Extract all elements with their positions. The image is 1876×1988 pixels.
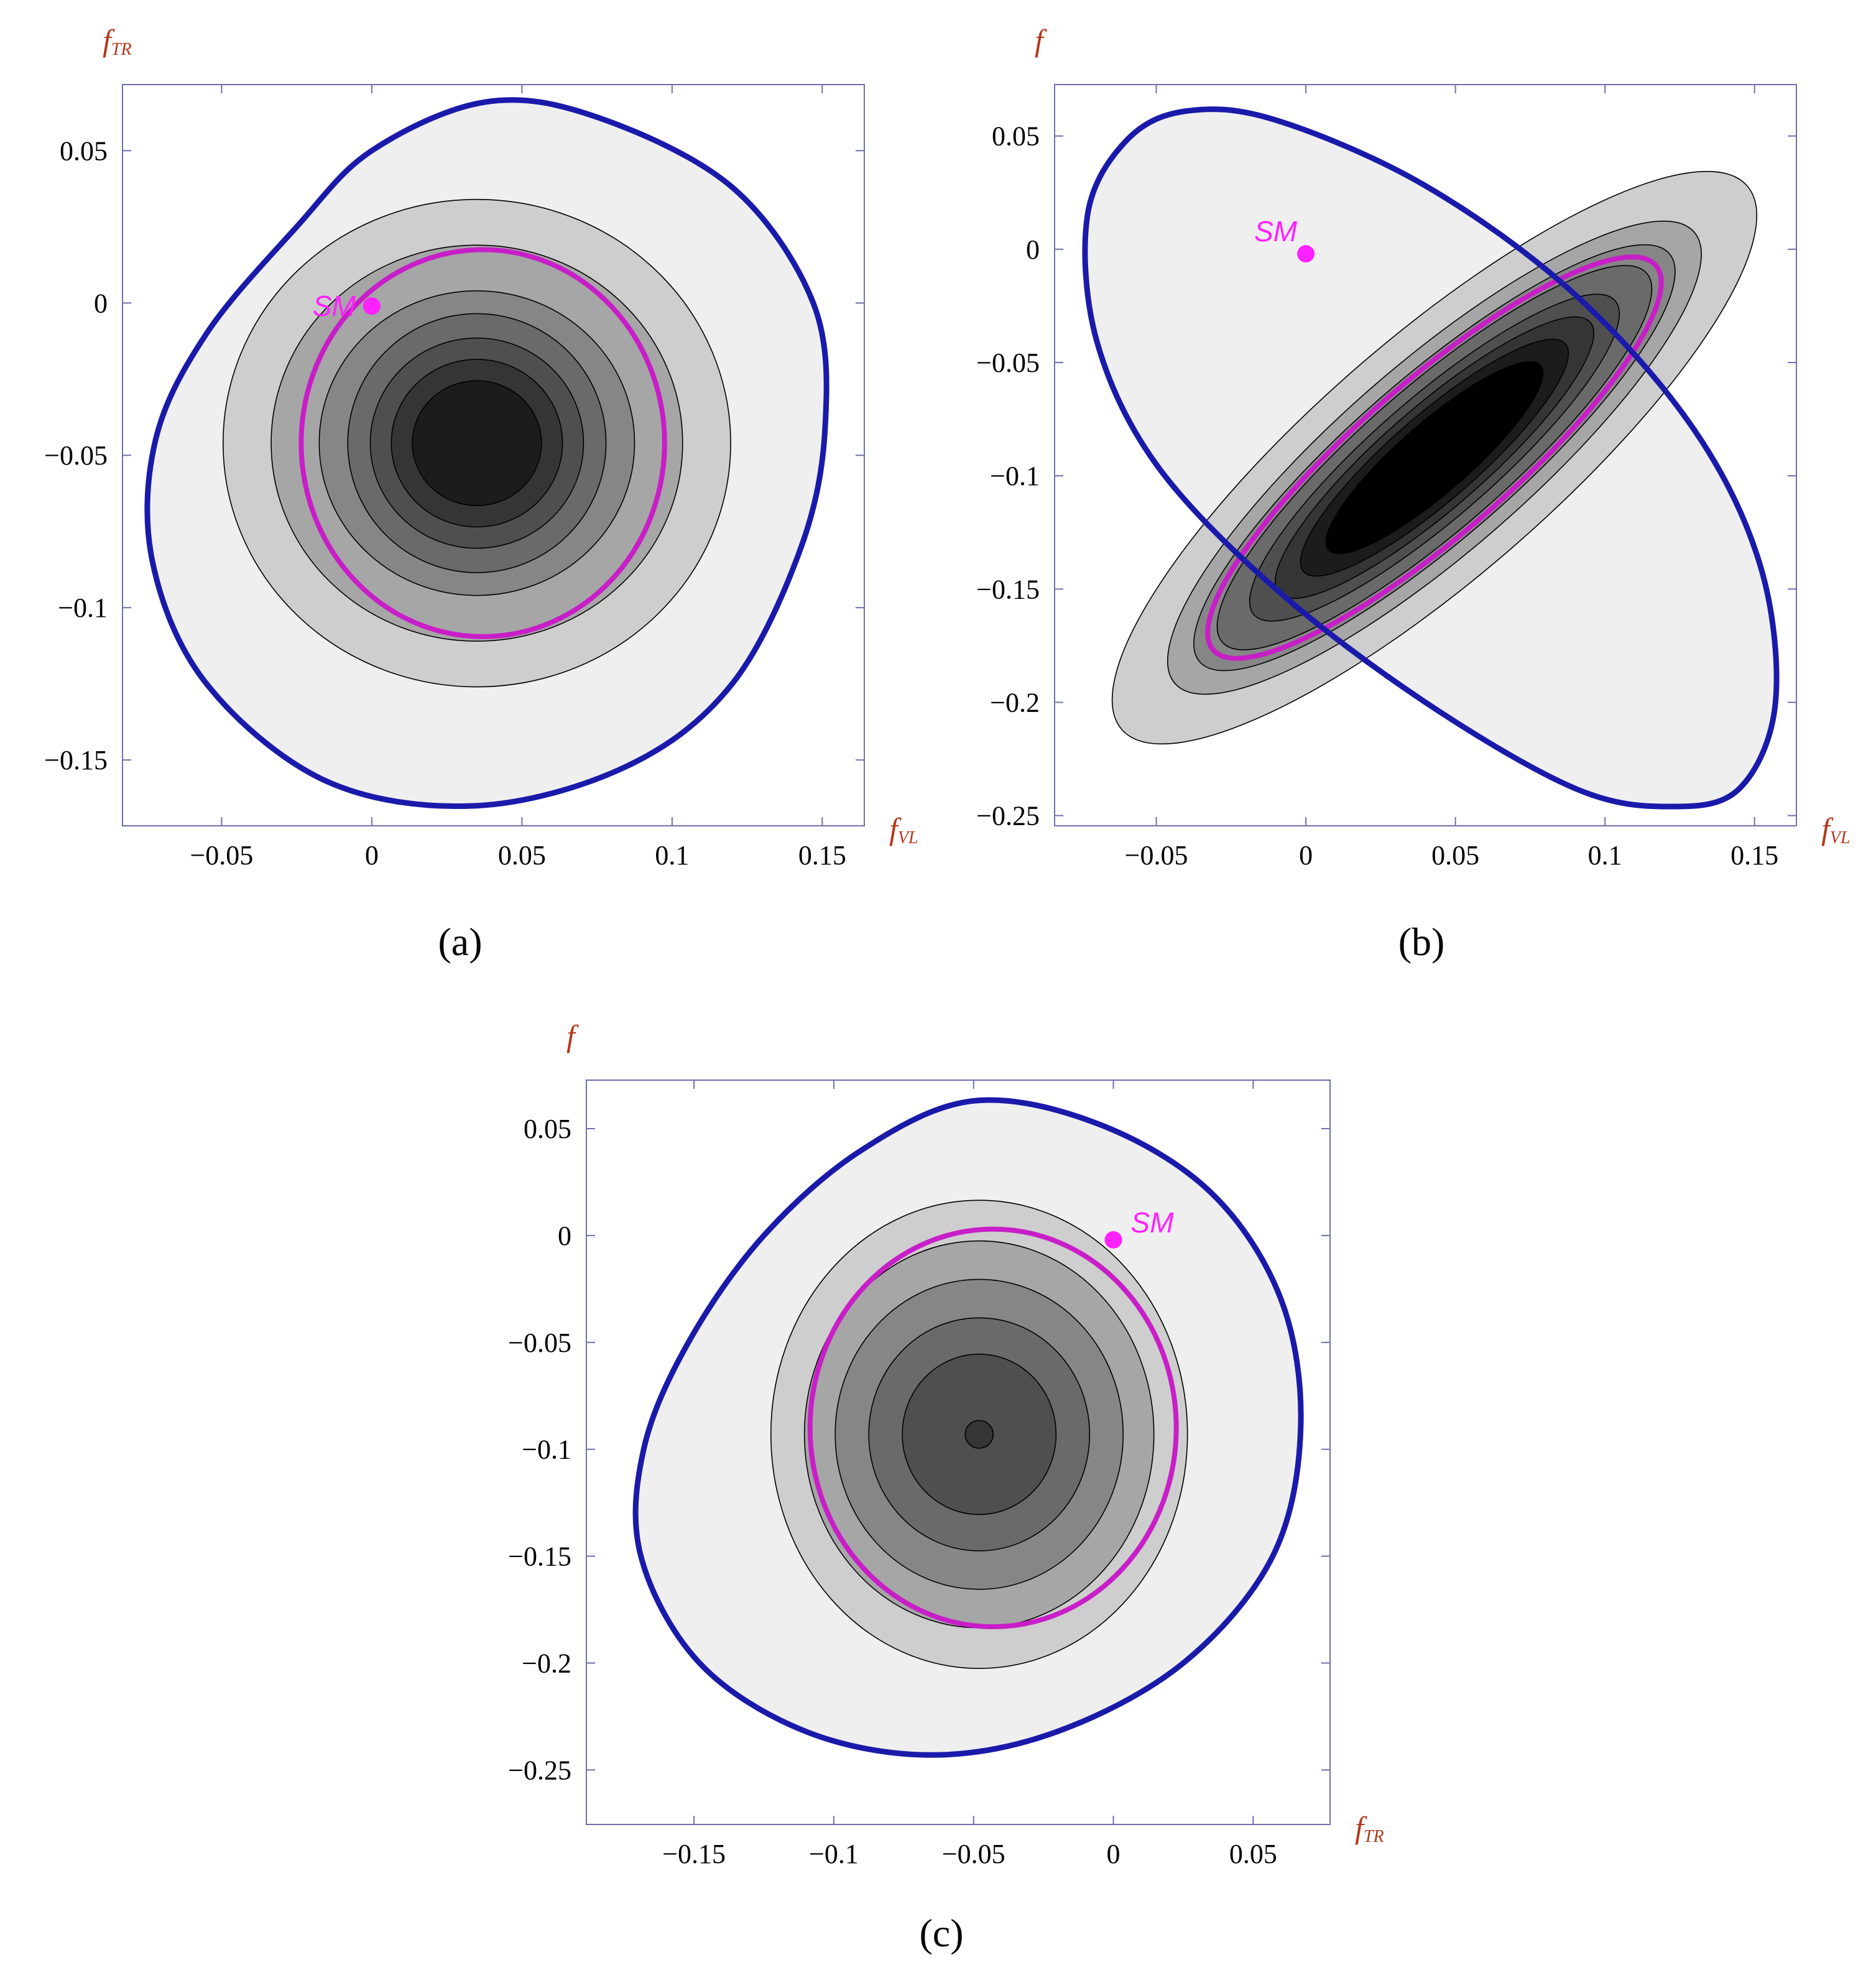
- plot-area-b: [1082, 106, 1780, 810]
- y-tick-label-b-4: −0.15: [976, 574, 1040, 604]
- plot-area-c: [632, 1097, 1304, 1758]
- x-tick-label-c-0: −0.15: [662, 1839, 726, 1869]
- sm-label-b: SM: [1254, 215, 1298, 247]
- x-tick-label-a-3: 0.1: [655, 840, 689, 871]
- y-tick-label-c-6: −0.25: [508, 1755, 571, 1785]
- x-tick-label-b-2: 0.05: [1431, 840, 1479, 871]
- boundary-contour-a: [144, 97, 829, 810]
- x-tick-label-c-1: −0.1: [809, 1839, 859, 1869]
- contour-level-c-6: [964, 1420, 994, 1449]
- x-axis-label-c: fTR: [1355, 1810, 1384, 1846]
- caption-a: (a): [438, 920, 482, 964]
- x-tick-label-b-1: 0: [1299, 840, 1313, 871]
- boundary-contour-c: [632, 1097, 1304, 1758]
- x-tick-label-a-1: 0: [365, 840, 379, 871]
- x-tick-label-a-4: 0.15: [798, 840, 846, 871]
- y-tick-label-c-4: −0.15: [508, 1542, 571, 1572]
- y-tick-label-a-4: −0.15: [44, 745, 108, 775]
- y-tick-label-a-2: −0.05: [44, 440, 108, 471]
- y-tick-label-b-6: −0.25: [976, 801, 1040, 831]
- y-tick-label-c-1: 0: [558, 1221, 571, 1251]
- contour-plot-b: −0.05 0 0.05 0.1 0.15 0.05 0 −0.05 −0.1 −0.15 −0.2…: [976, 23, 1850, 871]
- y-axis-label-b: f: [1035, 23, 1047, 58]
- x-tick-label-b-3: 0.1: [1588, 840, 1622, 871]
- caption-b: (b): [1398, 920, 1445, 964]
- x-axis-label-a: fVL: [889, 811, 918, 848]
- y-tick-label-c-5: −0.2: [522, 1648, 571, 1678]
- contour-level-b-8: [1325, 361, 1544, 555]
- contour-level-a-7: [412, 380, 542, 506]
- y-tick-label-a-3: −0.1: [58, 593, 108, 623]
- sm-contour-c: [807, 1226, 1179, 1630]
- y-tick-label-a-0: 0.05: [60, 136, 108, 166]
- sm-point-c: [1104, 1231, 1122, 1249]
- sm-label-a: SM: [313, 290, 356, 322]
- x-axis-label-b: fVL: [1821, 811, 1851, 848]
- y-tick-label-c-2: −0.05: [508, 1328, 571, 1358]
- x-tick-label-c-4: 0.05: [1229, 1839, 1277, 1869]
- x-tick-label-c-2: −0.05: [942, 1839, 1005, 1869]
- y-tick-label-c-3: −0.1: [522, 1435, 571, 1465]
- x-tick-label-b-0: −0.05: [1125, 840, 1188, 871]
- caption-c: (c): [919, 1911, 963, 1955]
- y-tick-label-b-0: 0.05: [992, 121, 1040, 152]
- contour-plot-c: −0.15 −0.1 −0.05 0 0.05 0.05 0 −0.05 −0.1 −0.15 −0…: [508, 1019, 1384, 1869]
- sm-contour-a: [298, 247, 667, 639]
- x-tick-label-b-4: 0.15: [1730, 840, 1778, 871]
- contour-plot-a: −0.05 0 0.05 0.1 0.15 0.05 0 −0.05 −0.1 −0.15 fTR f…: [44, 23, 918, 871]
- y-tick-label-c-0: 0.05: [524, 1114, 571, 1144]
- x-tick-label-a-0: −0.05: [190, 840, 253, 871]
- y-tick-label-a-1: 0: [94, 288, 108, 318]
- sm-point-a: [363, 297, 381, 315]
- y-axis-label-c: f: [566, 1019, 579, 1053]
- y-tick-label-b-2: −0.05: [976, 348, 1040, 378]
- y-tick-label-b-3: −0.1: [990, 461, 1040, 491]
- sm-point-b: [1297, 245, 1315, 263]
- plot-frame-c: [586, 1080, 1331, 1825]
- y-tick-label-b-1: 0: [1026, 234, 1040, 265]
- sm-contour-b: [1205, 254, 1664, 661]
- plot-frame-b: [1054, 84, 1797, 826]
- plot-area-a: [144, 97, 829, 810]
- y-axis-label-a: fTR: [103, 23, 132, 59]
- x-tick-label-c-3: 0: [1107, 1839, 1121, 1869]
- sm-label-c: SM: [1131, 1206, 1175, 1239]
- x-tick-label-a-2: 0.05: [498, 840, 546, 871]
- boundary-contour-b: [1082, 106, 1780, 810]
- y-tick-label-b-5: −0.2: [990, 687, 1040, 718]
